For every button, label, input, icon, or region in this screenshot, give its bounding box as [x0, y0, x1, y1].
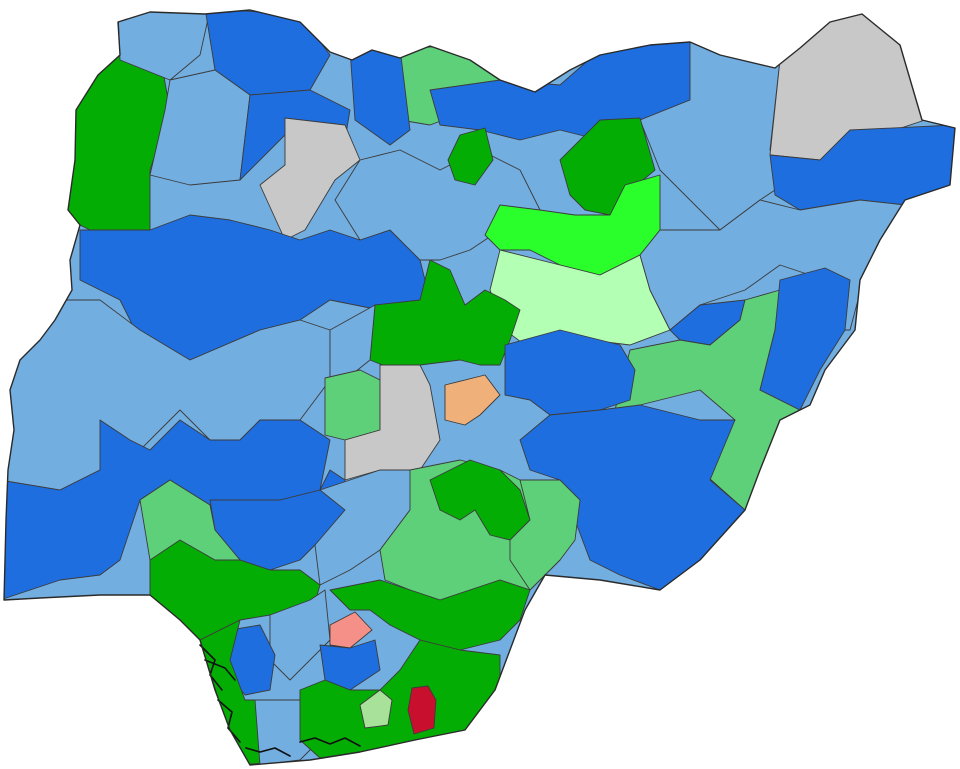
e-darkblue-2[interactable] — [759, 267, 851, 411]
delta-creeks — [199, 644, 361, 757]
c-orange[interactable] — [444, 374, 501, 426]
n-top-lightblue-2[interactable] — [149, 69, 251, 186]
w-darkblue-1[interactable] — [0, 419, 331, 601]
s-salmon[interactable] — [329, 611, 373, 649]
s-green-4[interactable] — [329, 579, 531, 651]
c-darkblue-1[interactable] — [504, 329, 636, 416]
s-sagegreen[interactable] — [359, 689, 393, 729]
sw-lightblue-1[interactable] — [314, 469, 421, 586]
nw-gray[interactable] — [259, 117, 361, 241]
n-green-small[interactable] — [447, 127, 494, 186]
creek-line — [299, 737, 361, 747]
creek-line — [245, 747, 291, 757]
creek-line — [217, 699, 241, 743]
c-midgreen-1[interactable] — [324, 369, 381, 441]
s-red[interactable] — [407, 685, 437, 735]
creek-line — [199, 644, 223, 691]
creek-line — [204, 659, 236, 681]
c-lightblue-1[interactable] — [329, 304, 376, 381]
